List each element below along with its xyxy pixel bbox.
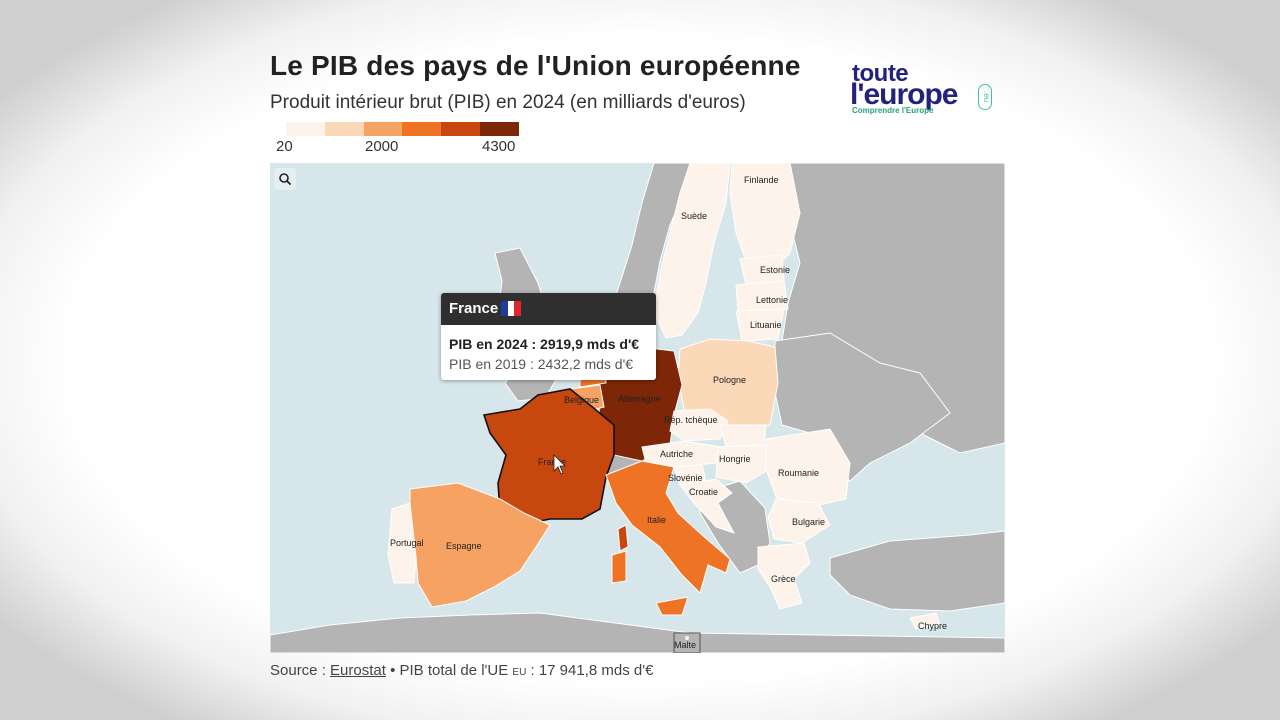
- map-canvas: Finlande Suède Estonie Lettonie Lituanie…: [270, 163, 1005, 653]
- tooltip-pib-2019: PIB en 2019 : 2432,2 mds d'€: [449, 356, 634, 372]
- toute-leurope-logo[interactable]: toute l'europe .eu Comprendre l'Europe: [850, 60, 1000, 120]
- source-prefix: Source :: [270, 662, 331, 679]
- label-grece: Grèce: [771, 574, 796, 584]
- logo-eu-badge: .eu: [978, 84, 992, 110]
- croatie-shape: [679, 478, 736, 534]
- lituanie-shape: [735, 308, 785, 342]
- legend-swatch: [286, 122, 325, 136]
- legend-swatch: [363, 122, 403, 136]
- italie-shape: [605, 460, 731, 594]
- label-bulgarie: Bulgarie: [792, 517, 825, 527]
- turkey-shape: [829, 530, 1005, 612]
- tooltip-country-name: France: [449, 300, 499, 317]
- label-allemagne: Allemagne: [618, 394, 661, 404]
- chart-subtitle: Produit intérieur brut (PIB) en 2024 (en…: [270, 92, 746, 113]
- hongrie-shape: [715, 444, 771, 484]
- africa-shape: [270, 612, 1005, 653]
- label-finlande: Finlande: [744, 175, 779, 185]
- legend-color-scale: [286, 122, 519, 136]
- label-slovenie: Slovénie: [668, 473, 703, 483]
- legend-swatch: [441, 122, 481, 136]
- legend-swatch: [480, 122, 519, 136]
- source-footer: Source : Eurostat • PIB total de l'UE EU…: [270, 662, 653, 679]
- portugal-shape: [387, 502, 417, 584]
- legend-swatch: [324, 122, 364, 136]
- search-icon: [279, 173, 291, 185]
- legend-min-label: 20: [276, 138, 293, 155]
- label-lettonie: Lettonie: [756, 295, 788, 305]
- mouse-cursor-icon: [553, 454, 566, 475]
- sicile-shape: [655, 596, 689, 616]
- lettonie-shape: [735, 280, 789, 312]
- label-italie: Italie: [647, 515, 666, 525]
- label-france: France: [538, 457, 566, 467]
- legend-mid-label: 2000: [365, 138, 399, 155]
- flag-stripe: [507, 301, 515, 316]
- label-chypre: Chypre: [918, 621, 947, 631]
- label-belgique: Belgique: [564, 395, 599, 405]
- france-flag-icon: [501, 301, 522, 316]
- label-croatie: Croatie: [689, 487, 718, 497]
- flag-stripe: [501, 301, 508, 316]
- label-hongrie: Hongrie: [719, 454, 751, 464]
- chart-title: Le PIB des pays de l'Union européenne: [270, 50, 801, 81]
- malte-box: [673, 632, 701, 653]
- label-rep-tcheque: Rép. tchèque: [664, 415, 718, 425]
- eu-gdp-map[interactable]: Finlande Suède Estonie Lettonie Lituanie…: [270, 163, 1005, 653]
- color-legend: 20 2000 4300: [270, 122, 540, 156]
- pologne-shape: [677, 338, 779, 428]
- label-roumanie: Roumanie: [778, 468, 819, 478]
- tooltip-header: France: [441, 293, 656, 325]
- logo-tagline: Comprendre l'Europe: [852, 106, 934, 115]
- label-pologne: Pologne: [713, 375, 746, 385]
- roumanie-shape: [765, 428, 851, 508]
- label-estonie: Estonie: [760, 265, 790, 275]
- rep-tcheque-shape: [669, 408, 729, 442]
- label-lituanie: Lituanie: [750, 320, 782, 330]
- chypre-shape: [909, 612, 941, 630]
- label-espagne: Espagne: [446, 541, 482, 551]
- total-value: : 17 941,8 mds d'€: [526, 662, 654, 679]
- logo-text-main: l'europe: [850, 78, 958, 111]
- legend-max-label: 4300: [482, 138, 516, 155]
- corse-shape: [617, 524, 629, 552]
- total-prefix: • PIB total de l'UE: [385, 662, 513, 679]
- label-autriche: Autriche: [660, 449, 693, 459]
- label-suede: Suède: [681, 211, 707, 221]
- sardaigne-shape: [611, 550, 627, 584]
- flag-stripe: [514, 301, 522, 316]
- country-tooltip: France PIB en 2024 : 2919,9 mds d'€ PIB …: [441, 293, 656, 380]
- label-portugal: Portugal: [390, 538, 424, 548]
- tooltip-pib-2024: PIB en 2024 : 2919,9 mds d'€: [449, 336, 640, 352]
- espagne-shape: [409, 482, 551, 608]
- suede-shape: [653, 163, 731, 339]
- logo-text-top: toute: [852, 60, 909, 87]
- france-shape: [482, 388, 615, 526]
- label-malte: Malte: [674, 640, 696, 650]
- slovaquie-shape: [719, 424, 767, 448]
- zoom-button[interactable]: [274, 168, 296, 190]
- total-eu-tag: EU: [512, 667, 527, 678]
- grece-shape: [757, 542, 811, 610]
- legend-swatch: [402, 122, 442, 136]
- malte-shape: [685, 636, 689, 640]
- eurostat-link[interactable]: Eurostat: [330, 662, 386, 679]
